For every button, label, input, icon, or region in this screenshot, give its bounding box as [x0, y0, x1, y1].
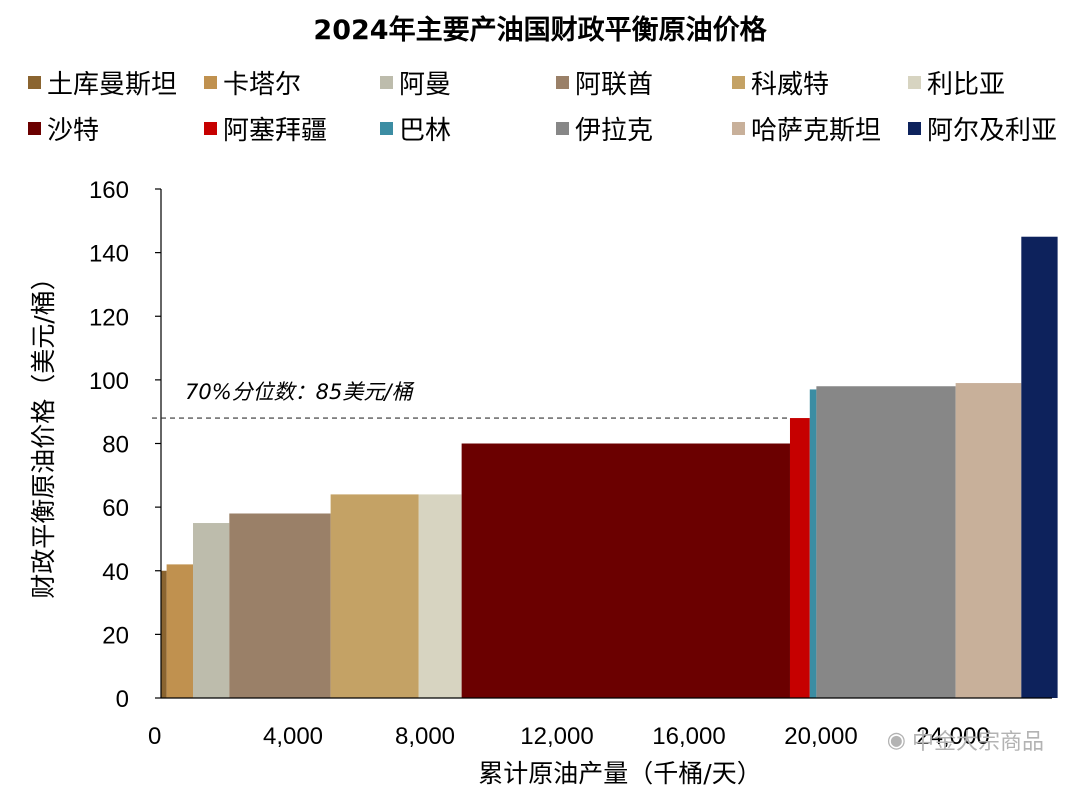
x-tick-label: 12,000	[520, 723, 593, 750]
legend-label: 哈萨克斯坦	[751, 115, 882, 146]
chart-title: 2024年主要产油国财政平衡原油价格	[313, 15, 767, 46]
legend-item: 科威特	[732, 62, 829, 102]
bar-5	[418, 494, 462, 698]
legend-swatch	[204, 75, 217, 89]
legend-item: 沙特	[28, 108, 99, 148]
bar-3	[229, 513, 331, 698]
y-tick-label: 80	[102, 432, 129, 459]
wechat-icon: ◉	[886, 727, 906, 753]
y-tick-label: 0	[116, 686, 129, 713]
legend-item: 阿联酋	[556, 62, 653, 102]
legend-label: 科威特	[751, 69, 830, 100]
y-tick-label: 160	[89, 177, 129, 204]
legend-label: 巴林	[399, 115, 452, 146]
legend-swatch	[908, 75, 921, 89]
bar-6	[461, 443, 790, 698]
legend-swatch	[204, 121, 217, 135]
bar-1	[166, 564, 194, 698]
legend-label: 土库曼斯坦	[47, 69, 178, 100]
legend-item: 土库曼斯坦	[28, 62, 177, 102]
y-tick-label: 120	[89, 304, 129, 331]
legend-swatch	[28, 121, 41, 135]
legend-swatch	[556, 121, 569, 135]
reference-line-label: 70%分位数：85美元/桶	[185, 380, 415, 404]
legend-item: 阿尔及利亚	[908, 108, 1057, 148]
legend-label: 阿塞拜疆	[223, 115, 328, 146]
y-tick-label: 60	[102, 495, 129, 522]
legend-item: 利比亚	[908, 62, 1005, 102]
legend-label: 伊拉克	[575, 115, 654, 146]
y-axis-label: 财政平衡原油价格（美元/桶）	[29, 265, 58, 598]
watermark: ◉ 中金大宗商品	[887, 724, 1044, 756]
legend-item: 阿塞拜疆	[204, 108, 327, 148]
x-tick-label: 20,000	[784, 723, 857, 750]
x-tick-label: 8,000	[395, 723, 455, 750]
legend-swatch	[908, 121, 921, 135]
bar-10	[955, 383, 1022, 698]
bar-7	[789, 418, 810, 698]
x-tick-label: 0	[148, 723, 161, 750]
x-axis-label: 累计原油产量（千桶/天）	[478, 759, 761, 788]
legend-swatch	[28, 75, 41, 89]
legend-item: 伊拉克	[556, 108, 653, 148]
bar-4	[330, 494, 419, 698]
bar-0	[161, 570, 167, 698]
watermark-text: 中金大宗商品	[911, 730, 1044, 755]
legend-swatch	[556, 75, 569, 89]
legend-swatch	[380, 75, 393, 89]
y-tick-label: 100	[89, 368, 129, 395]
x-tick-label: 16,000	[652, 723, 725, 750]
legend-label: 利比亚	[927, 69, 1006, 100]
y-tick-label: 40	[102, 559, 129, 586]
bar-9	[816, 386, 956, 698]
x-tick-label: 4,000	[263, 723, 323, 750]
legend-swatch	[380, 121, 393, 135]
legend-swatch	[732, 75, 745, 89]
bar-2	[193, 523, 230, 698]
legend-swatch	[732, 121, 745, 135]
bar-8	[809, 389, 817, 698]
legend-label: 卡塔尔	[223, 69, 302, 100]
legend-item: 巴林	[380, 108, 451, 148]
y-tick-label: 20	[102, 622, 129, 649]
legend-label: 沙特	[47, 115, 100, 146]
legend-label: 阿曼	[399, 69, 452, 100]
legend-item: 卡塔尔	[204, 62, 301, 102]
x-tick-label: 24,000	[916, 723, 989, 750]
legend-label: 阿尔及利亚	[927, 115, 1058, 146]
bar-11	[1021, 236, 1058, 698]
legend-label: 阿联酋	[575, 69, 654, 100]
legend-item: 哈萨克斯坦	[732, 108, 881, 148]
legend-item: 阿曼	[380, 62, 451, 102]
y-tick-label: 140	[89, 241, 129, 268]
